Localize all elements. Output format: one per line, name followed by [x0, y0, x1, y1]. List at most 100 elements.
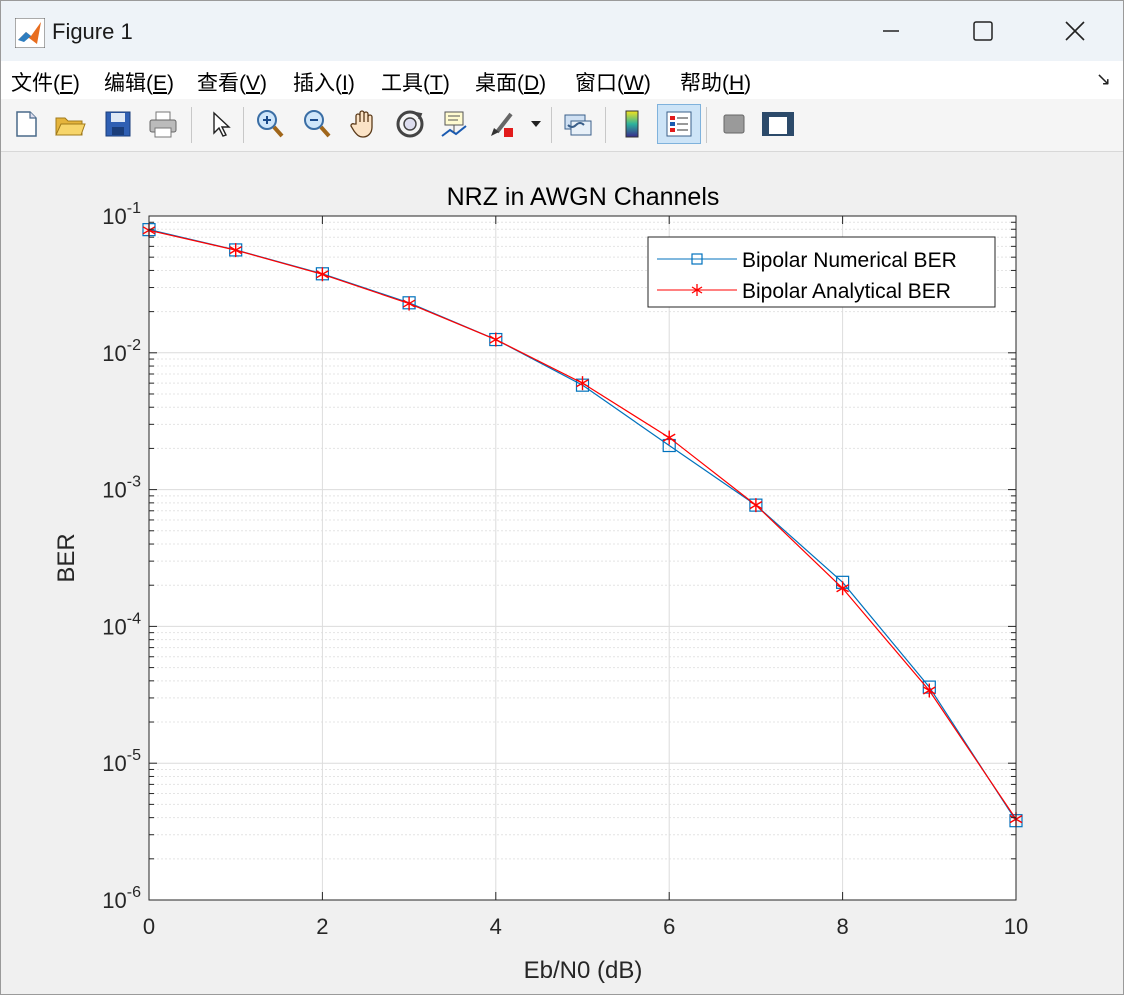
y-tick-label: 10-1: [102, 200, 141, 229]
x-tick-label: 10: [1004, 914, 1028, 939]
menu-file[interactable]: 文件(F): [11, 72, 80, 95]
y-tick-label: 10-4: [102, 610, 141, 639]
pan-hand-icon: [350, 110, 373, 138]
toolbar-separator: [243, 107, 244, 143]
close-button[interactable]: [1029, 1, 1121, 61]
minor-grid: [149, 221, 1016, 860]
new-figure-icon: [16, 111, 37, 137]
axis-ticks: 0 2 4 6 8 10 10-1 10-2 10-3 10-4 10-5 10-6: [102, 200, 1028, 939]
maximize-icon: [973, 21, 993, 41]
link-plot-button[interactable]: [559, 105, 597, 143]
asterisk-marker: [229, 243, 243, 258]
legend-marker-asterisk: [691, 284, 703, 296]
y-axis-label: BER: [53, 533, 80, 582]
x-tick-label: 2: [316, 914, 328, 939]
insert-colorbar-button[interactable]: [613, 105, 651, 143]
legend-box: [647, 236, 996, 308]
brush-dropdown-button[interactable]: [526, 105, 546, 143]
menu-edit[interactable]: 编辑(E): [104, 72, 175, 95]
asterisk-stroke: [229, 246, 243, 255]
pointer-button[interactable]: [200, 105, 238, 143]
legend-marker-square: [691, 253, 703, 265]
maximize-button[interactable]: [937, 1, 1029, 61]
close-icon: [1065, 21, 1085, 41]
hide-plot-tools-button[interactable]: [715, 105, 753, 143]
menu-desktop[interactable]: 桌面(D): [475, 72, 547, 95]
toolbar-separator: [551, 107, 552, 143]
pointer-icon: [213, 111, 231, 137]
asterisk-marker: [662, 430, 676, 445]
y-tick-label: 10-3: [102, 474, 141, 503]
matlab-logo-icon: [15, 18, 45, 48]
series-layer: [142, 223, 1023, 828]
legend-icon: [666, 111, 692, 137]
y-tick-label: 10-5: [102, 747, 141, 776]
asterisk-stroke: [662, 433, 676, 442]
axes-box: [148, 215, 1017, 901]
x-tick-label: 0: [143, 914, 155, 939]
asterisk-marker: [922, 683, 936, 698]
window-title: Figure 1: [52, 19, 133, 44]
link-plot-icon: [564, 114, 592, 136]
menu-help[interactable]: 帮助(H): [680, 72, 752, 95]
asterisk-marker: [316, 267, 329, 282]
menu-view[interactable]: 查看(V): [197, 72, 268, 95]
show-plot-tools-button[interactable]: [759, 105, 797, 143]
menu-window[interactable]: 窗口(W): [575, 72, 651, 95]
legend[interactable]: Bipolar Numerical BER Bipolar Analytical…: [647, 236, 996, 308]
asterisk-marker: [402, 296, 416, 311]
zoom-out-button[interactable]: [298, 105, 336, 143]
asterisk-stroke: [749, 501, 763, 510]
x-tick-label: 4: [490, 914, 502, 939]
y-tick-label: 10-6: [102, 884, 141, 913]
x-tick-label: 6: [663, 914, 675, 939]
open-file-icon: [55, 117, 86, 136]
figure-canvas: 0 2 4 6 8 10 10-1 10-2 10-3 10-4 10-5 10-6 NRZ in A…: [1, 152, 1123, 994]
minimize-button[interactable]: [845, 1, 937, 61]
menu-insert[interactable]: 插入(I): [293, 72, 355, 95]
minimize-icon: [883, 30, 899, 32]
menu-tools[interactable]: 工具(T): [381, 72, 450, 95]
new-figure-button[interactable]: [7, 105, 45, 143]
toolbar-separator: [605, 107, 606, 143]
insert-legend-button[interactable]: [657, 104, 701, 144]
title-bar[interactable]: Figure 1: [1, 1, 1123, 61]
toolbar-separator: [191, 107, 192, 143]
asterisk-stroke: [576, 379, 589, 388]
data-cursor-icon: [441, 111, 467, 137]
print-button[interactable]: [144, 105, 182, 143]
save-button[interactable]: [99, 105, 137, 143]
x-axis-label: Eb/N0 (dB): [524, 957, 643, 984]
asterisk-marker: [576, 376, 589, 391]
figure-toolbar: [1, 99, 1123, 152]
print-icon: [149, 111, 177, 138]
legend-label-numerical: Bipolar Numerical BER: [742, 249, 957, 272]
rotate-3d-button[interactable]: [391, 105, 429, 143]
brush-icon: [491, 112, 513, 137]
zoom-in-icon: [257, 110, 284, 138]
asterisk-stroke: [922, 686, 936, 695]
chevron-down-icon: [531, 121, 541, 127]
plot-area[interactable]: [149, 216, 1016, 900]
colorbar-icon: [625, 110, 639, 138]
zoom-in-button[interactable]: [251, 105, 289, 143]
x-tick-label: 8: [836, 914, 848, 939]
menu-dock-arrow-icon[interactable]: ↘: [1095, 69, 1111, 89]
brush-button[interactable]: [484, 105, 522, 143]
show-plot-tools-icon: [762, 112, 794, 136]
y-tick-label: 10-2: [102, 337, 141, 366]
asterisk-marker: [749, 498, 763, 513]
pan-button[interactable]: [345, 105, 383, 143]
rotate-3d-icon: [396, 110, 424, 138]
open-file-button[interactable]: [51, 105, 89, 143]
asterisk-marker: [489, 332, 503, 347]
asterisk-stroke: [489, 335, 503, 344]
chart-title: NRZ in AWGN Channels: [447, 183, 720, 211]
hide-plot-tools-icon: [723, 114, 745, 134]
zoom-out-icon: [304, 110, 331, 138]
legend-label-analytical: Bipolar Analytical BER: [742, 280, 951, 303]
ber-chart[interactable]: 0 2 4 6 8 10 10-1 10-2 10-3 10-4 10-5 10-6 NRZ in A…: [1, 152, 1123, 994]
asterisk-stroke: [316, 270, 329, 279]
data-cursor-button[interactable]: [436, 105, 474, 143]
